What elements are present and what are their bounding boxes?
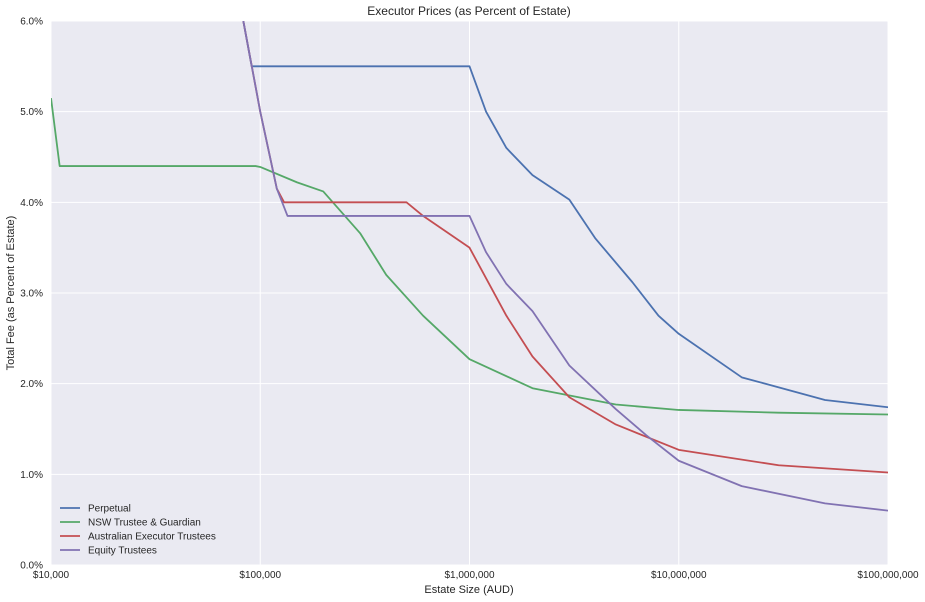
y-tick-label: 6.0%	[20, 17, 43, 28]
series-line-perpetual	[242, 21, 888, 409]
series-line-nsw-trustee-guardian	[51, 97, 888, 416]
y-tick-label: 1.0%	[20, 470, 43, 481]
x-axis-label: Estate Size (AUD)	[424, 584, 513, 596]
y-axis-ticks: 0.0% 1.0% 2.0% 3.0% 4.0% 5.0% 6.0%	[20, 17, 43, 572]
legend-entry: Equity Trustees	[88, 546, 157, 557]
legend-entry: NSW Trustee & Guardian	[88, 518, 201, 529]
x-tick-label: $100,000	[239, 570, 281, 581]
x-tick-label: $100,000,000	[857, 570, 919, 581]
y-tick-label: 5.0%	[20, 107, 43, 118]
chart-title: Executor Prices (as Percent of Estate)	[367, 4, 570, 18]
series-line-equity-trustees	[242, 21, 888, 512]
y-tick-label: 4.0%	[20, 198, 43, 209]
x-tick-label: $10,000	[33, 570, 70, 581]
y-tick-label: 2.0%	[20, 379, 43, 390]
y-axis-label: Total Fee (as Percent of Estate)	[5, 216, 17, 371]
y-tick-label: 3.0%	[20, 289, 43, 300]
legend-entry: Australian Executor Trustees	[88, 532, 216, 543]
grid-lines	[50, 20, 889, 566]
x-tick-label: $10,000,000	[651, 570, 707, 581]
series-lines	[51, 21, 888, 512]
x-tick-label: $1,000,000	[444, 570, 494, 581]
x-axis-ticks: $10,000 $100,000 $1,000,000 $10,000,000 $100…	[33, 570, 919, 581]
y-tick-label: 0.0%	[20, 561, 43, 572]
legend-entry: Perpetual	[88, 504, 131, 515]
legend: Perpetual NSW Trustee & Guardian Australia…	[60, 504, 216, 557]
